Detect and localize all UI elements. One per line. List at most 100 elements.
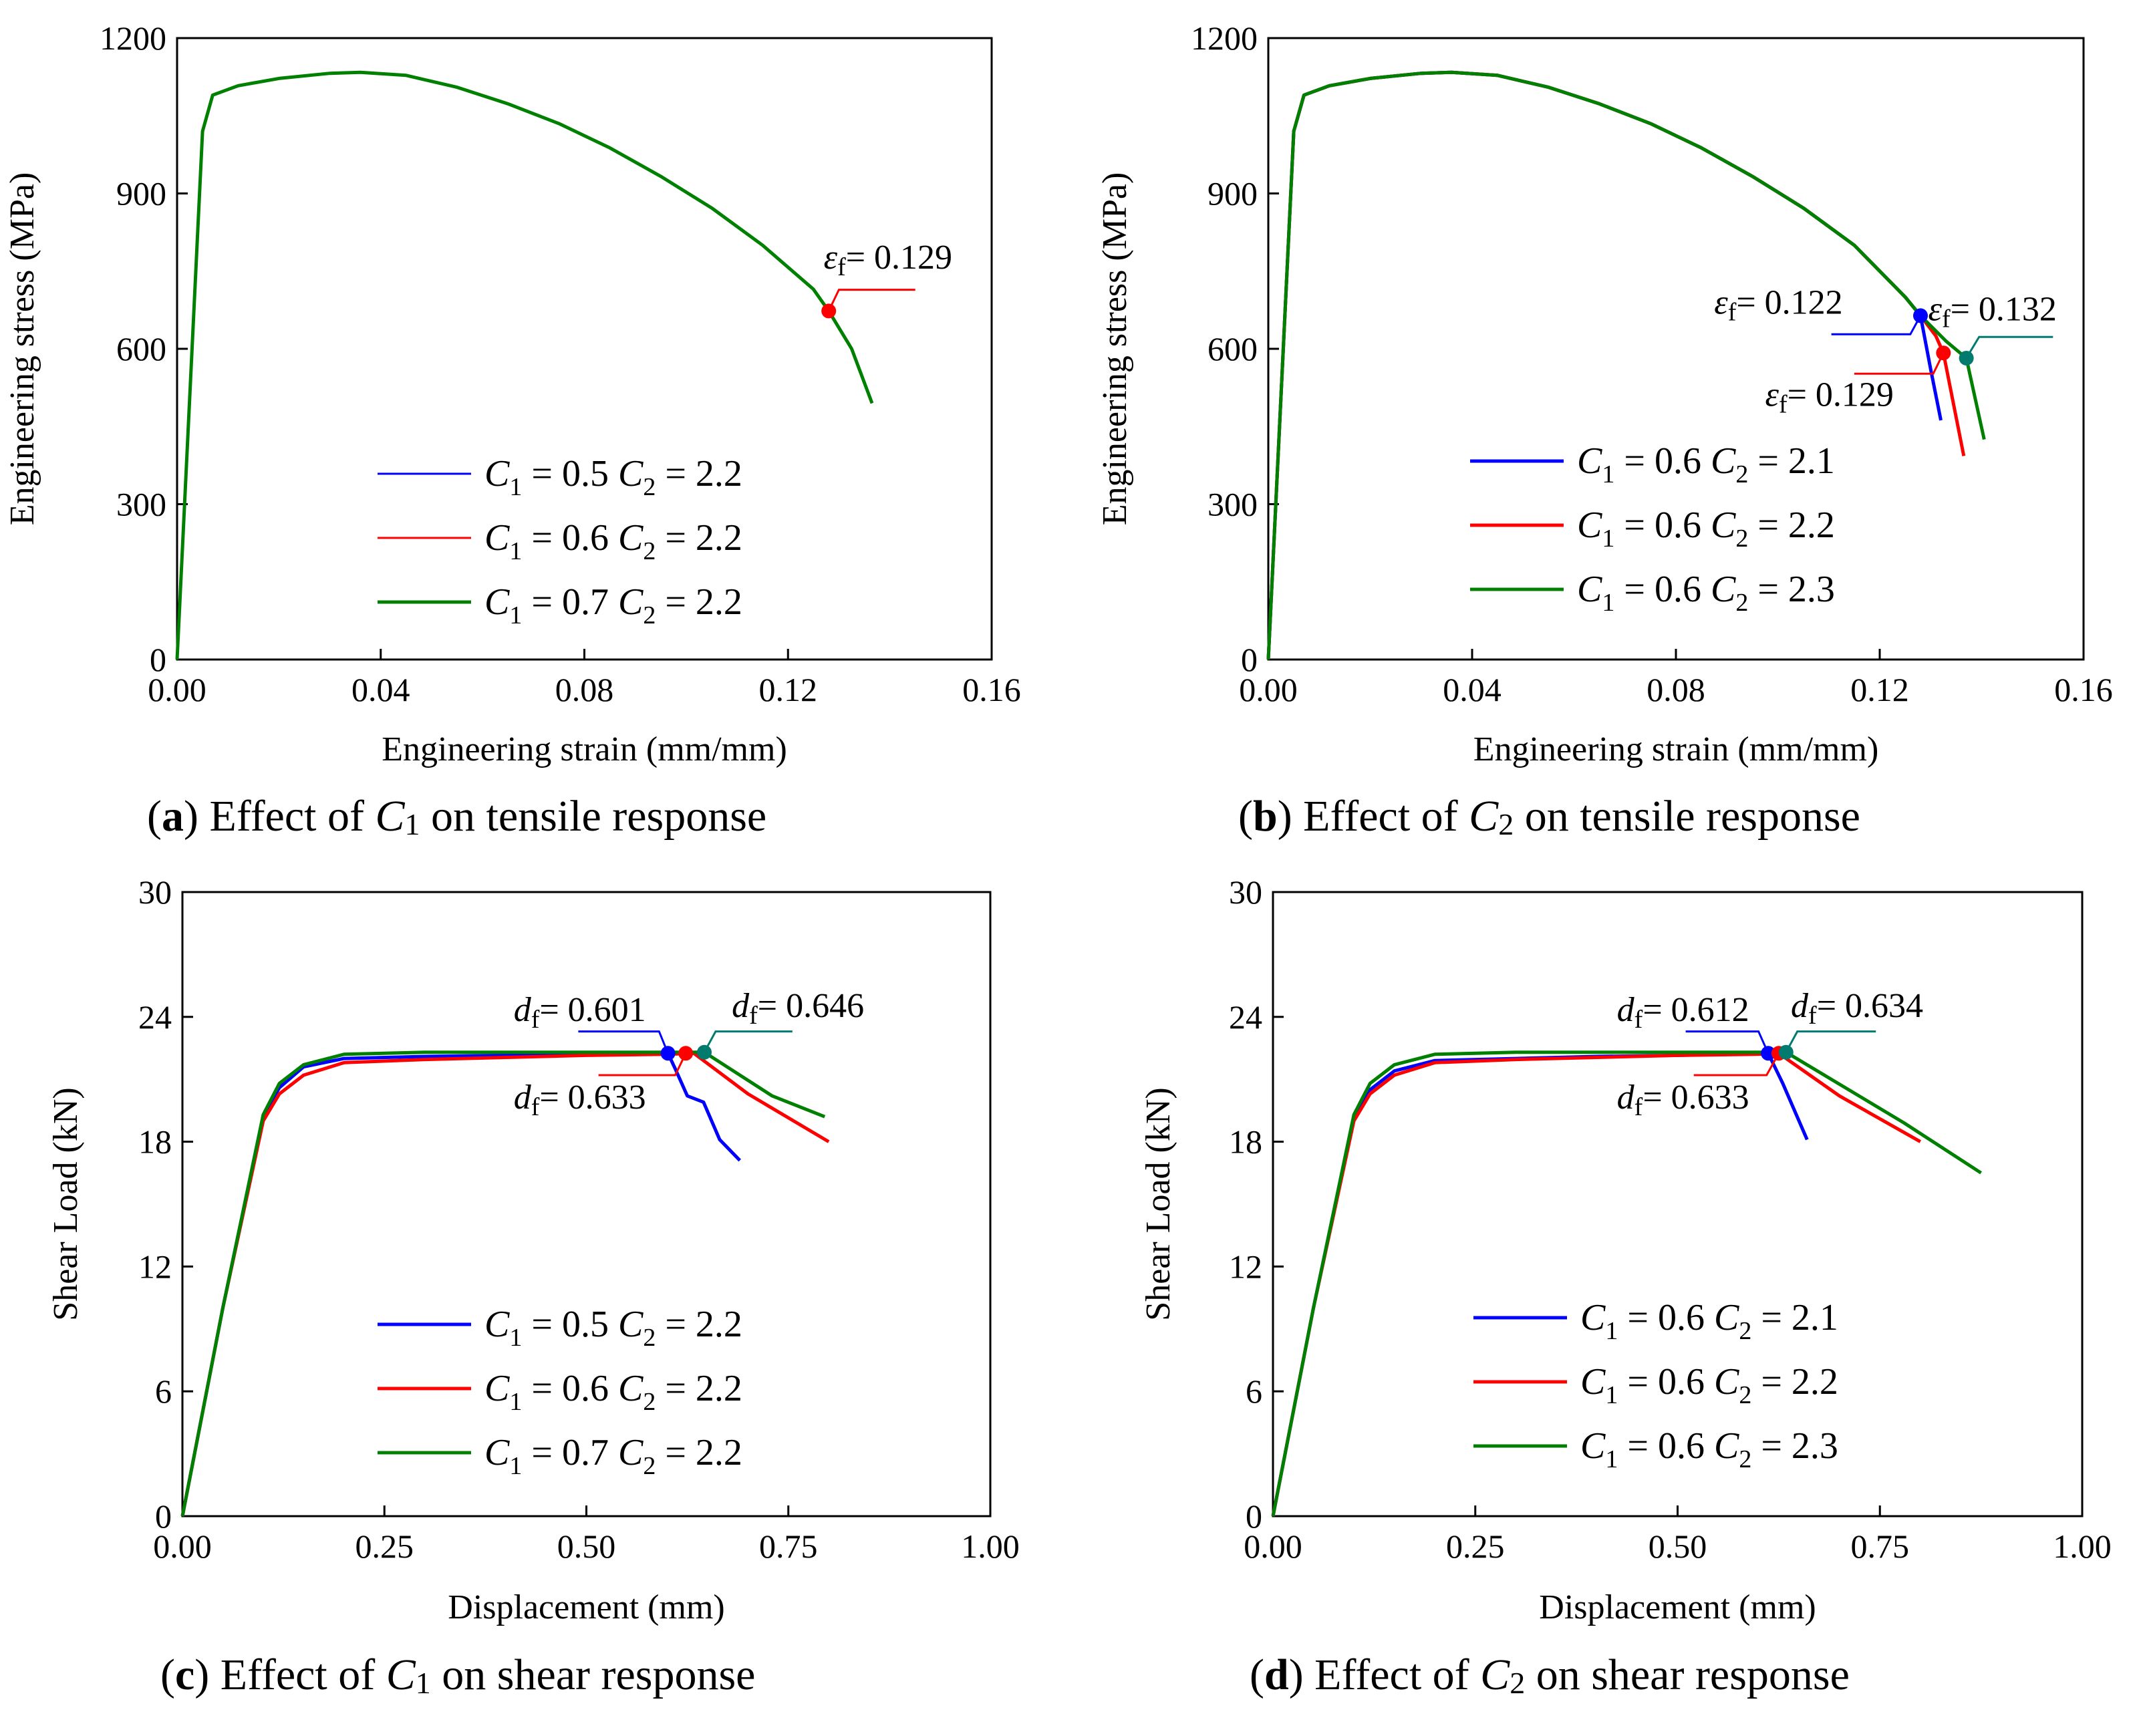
fracture-point-marker — [1959, 350, 1974, 366]
y-tick-label: 30 — [138, 873, 172, 911]
y-tick-label: 1200 — [100, 19, 166, 57]
fracture-point-marker — [1936, 345, 1951, 361]
x-tick-label: 1.00 — [961, 1528, 1020, 1565]
annotation-label: εf= 0.122 — [1714, 283, 1842, 326]
legend-entry: C1 = 0.6 C2 = 2.2 — [484, 1368, 742, 1416]
y-tick-label: 600 — [116, 330, 166, 368]
x-tick-label: 0.00 — [1244, 1528, 1302, 1565]
legend-entry: C1 = 0.6 C2 = 2.1 — [1577, 440, 1835, 488]
x-axis-label: Displacement (mm) — [448, 1588, 724, 1626]
x-tick-label: 0.04 — [1443, 671, 1502, 708]
series-line — [176, 71, 873, 660]
x-tick-label: 0.50 — [1649, 1528, 1707, 1565]
y-tick-label: 12 — [138, 1248, 172, 1285]
y-tick-label: 24 — [1229, 998, 1262, 1036]
annotation-label: df= 0.601 — [514, 991, 646, 1034]
y-tick-label: 12 — [1229, 1248, 1262, 1285]
series-line — [175, 70, 874, 660]
annotation-label: df= 0.646 — [732, 987, 864, 1030]
annotation-label: εf= 0.132 — [1928, 290, 2056, 333]
x-tick-label: 0.75 — [759, 1528, 818, 1565]
series-line — [176, 71, 873, 660]
annotation-label: df= 0.633 — [514, 1078, 646, 1121]
x-tick-label: 0.08 — [555, 671, 614, 708]
y-tick-label: 300 — [1207, 486, 1258, 523]
y-axis-label: Shear Load (kN) — [47, 1087, 85, 1320]
plot-frame — [1267, 37, 2085, 661]
x-axis-label: Engineering strain (mm/mm) — [382, 730, 787, 768]
fracture-point-marker — [1778, 1044, 1794, 1060]
y-axis-label: Shear Load (kN) — [1139, 1087, 1177, 1320]
annotation-leader — [1854, 352, 1945, 375]
x-tick-label: 0.04 — [351, 671, 410, 708]
y-tick-label: 0 — [1241, 641, 1258, 678]
x-tick-label: 0.00 — [148, 671, 206, 708]
fracture-point-marker — [678, 1046, 694, 1061]
legend-entry: C1 = 0.6 C2 = 2.2 — [1577, 504, 1835, 553]
x-tick-label: 0.16 — [2054, 671, 2113, 708]
annotation-label: df= 0.633 — [1617, 1078, 1749, 1121]
x-tick-label: 0.25 — [355, 1528, 414, 1565]
x-tick-label: 0.50 — [557, 1528, 616, 1565]
y-axis-label: Engineering stress (MPa) — [3, 172, 41, 526]
legend-entry: C1 = 0.7 C2 = 2.2 — [484, 1432, 742, 1480]
legend-entry: C1 = 0.6 C2 = 2.2 — [484, 517, 742, 565]
y-tick-label: 0 — [155, 1497, 172, 1535]
fracture-point-marker — [1913, 308, 1928, 323]
y-axis-label: Engineering stress (MPa) — [1096, 172, 1134, 526]
y-tick-label: 18 — [1229, 1123, 1262, 1161]
y-tick-label: 6 — [1246, 1372, 1262, 1410]
panel-c: 0.00 0.25 0.50 0.75 1.00 0 6 12 18 24 30 Displaceme… — [47, 873, 1020, 1700]
y-tick-label: 6 — [155, 1372, 172, 1410]
y-tick-label: 300 — [116, 486, 166, 523]
annotation-label: df= 0.612 — [1617, 991, 1749, 1034]
panel-b: 0.00 0.04 0.08 0.12 0.16 0 300 600 900 1200 Engine… — [1096, 19, 2113, 841]
annotation-leader — [578, 1030, 669, 1054]
x-tick-label: 0.25 — [1446, 1528, 1505, 1565]
annotation-label: εf= 0.129 — [824, 239, 952, 281]
fracture-point-marker — [821, 303, 837, 319]
x-tick-label: 0.00 — [153, 1528, 212, 1565]
legend-entry: C1 = 0.5 C2 = 2.2 — [484, 1304, 742, 1352]
legend-entry: C1 = 0.6 C2 = 2.2 — [1580, 1361, 1838, 1409]
annotation-leader — [1831, 315, 1922, 335]
x-tick-label: 0.00 — [1239, 671, 1298, 708]
panel-caption: (a) Effect of C1 on tensile response — [147, 792, 766, 841]
panel-a: 0.00 0.04 0.08 0.12 0.16 0 300 600 900 1200 Engine… — [3, 19, 1021, 841]
panel-caption: (d) Effect of C2 on shear response — [1250, 1650, 1850, 1700]
legend-entry: C1 = 0.5 C2 = 2.2 — [484, 453, 742, 501]
x-tick-label: 0.12 — [759, 671, 818, 708]
y-tick-label: 0 — [150, 641, 166, 678]
annotation-leader — [1685, 1030, 1769, 1054]
y-tick-label: 900 — [116, 175, 166, 212]
panel-caption: (b) Effect of C2 on tensile response — [1238, 792, 1860, 841]
x-tick-label: 0.16 — [962, 671, 1021, 708]
panel-d: 0.00 0.25 0.50 0.75 1.00 0 6 12 18 24 30 Displaceme… — [1139, 873, 2112, 1700]
fracture-point-marker — [660, 1046, 676, 1061]
y-tick-label: 1200 — [1191, 19, 1258, 57]
y-tick-label: 0 — [1246, 1497, 1262, 1535]
y-tick-label: 600 — [1207, 330, 1258, 368]
legend-entry: C1 = 0.6 C2 = 2.3 — [1577, 569, 1835, 617]
y-tick-label: 30 — [1229, 873, 1262, 911]
x-axis-label: Displacement (mm) — [1539, 1588, 1816, 1626]
fracture-point-marker — [1761, 1046, 1776, 1061]
legend-entry: C1 = 0.6 C2 = 2.1 — [1580, 1297, 1838, 1345]
annotation-label: εf= 0.129 — [1765, 376, 1893, 418]
x-axis-label: Engineering strain (mm/mm) — [1473, 730, 1879, 768]
x-tick-label: 0.75 — [1851, 1528, 1910, 1565]
panel-caption: (c) Effect of C1 on shear response — [160, 1650, 755, 1700]
annotation-leader — [1965, 335, 2053, 359]
annotation-leader — [1785, 1030, 1876, 1053]
annotation-leader — [827, 289, 915, 312]
y-tick-label: 24 — [138, 998, 172, 1036]
annotation-leader — [703, 1030, 793, 1053]
series-line — [1266, 70, 1943, 660]
plot-frame — [176, 37, 993, 661]
x-tick-label: 0.08 — [1647, 671, 1705, 708]
x-tick-label: 1.00 — [2053, 1528, 2112, 1565]
annotation-leader — [1693, 1052, 1780, 1076]
fracture-point-marker — [697, 1044, 712, 1060]
plot-frame — [181, 891, 992, 1517]
